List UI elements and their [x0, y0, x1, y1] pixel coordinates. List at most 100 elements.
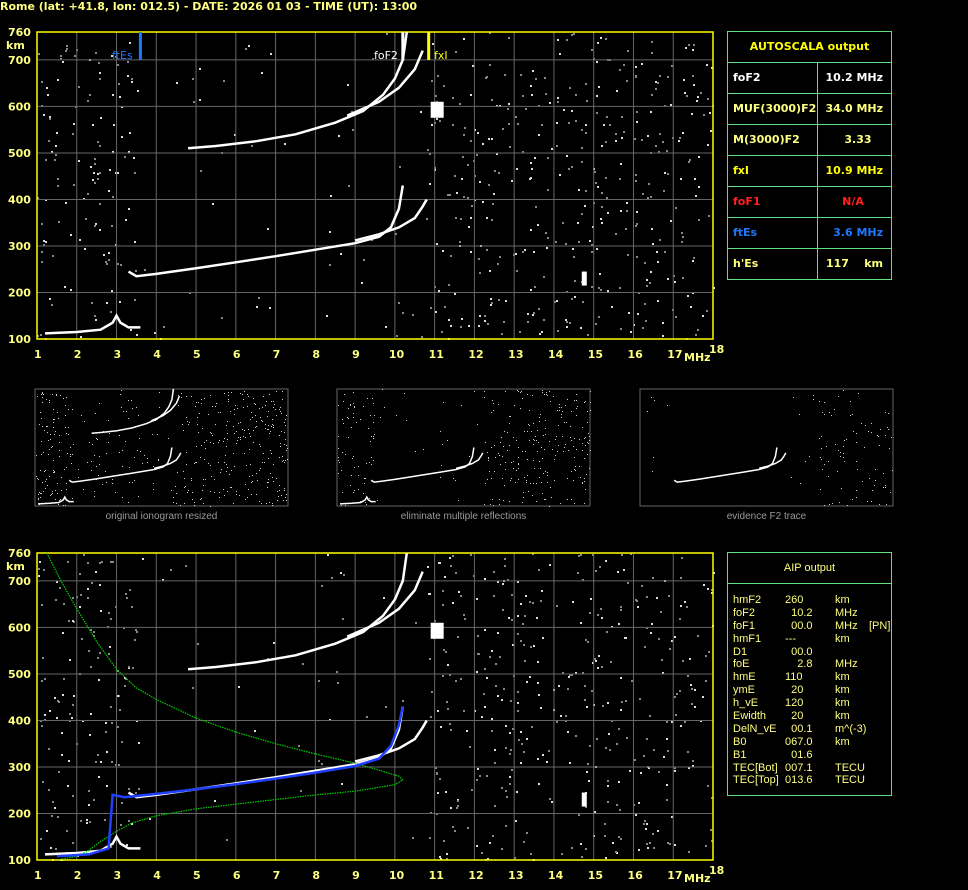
noise-dot — [80, 820, 82, 822]
noise-dot — [867, 501, 868, 502]
noise-dot — [630, 331, 632, 333]
noise-dot — [212, 203, 214, 205]
noise-dot — [200, 457, 201, 458]
noise-dot — [49, 710, 51, 712]
noise-dot — [223, 441, 224, 442]
noise-dot — [689, 658, 691, 660]
noise-dot — [862, 481, 863, 482]
noise-dot — [577, 406, 578, 407]
noise-dot — [587, 334, 589, 336]
noise-dot — [111, 225, 113, 227]
noise-dot — [698, 186, 700, 188]
noise-dot — [272, 503, 273, 504]
noise-dot — [454, 830, 456, 832]
noise-dot — [567, 731, 569, 733]
noise-dot — [590, 450, 591, 451]
noise-dot — [268, 411, 269, 412]
noise-dot — [79, 606, 81, 608]
noise-dot — [459, 241, 461, 243]
noise-dot — [368, 428, 369, 429]
noise-dot — [423, 449, 424, 450]
noise-dot — [618, 623, 620, 625]
y-axis-unit: km — [6, 39, 25, 52]
noise-dot — [687, 751, 689, 753]
noise-dot — [534, 468, 535, 469]
noise-dot — [377, 500, 378, 501]
noise-dot — [578, 241, 580, 243]
noise-dot — [399, 166, 401, 168]
noise-dot — [93, 799, 95, 801]
noise-dot — [348, 437, 349, 438]
noise-dot — [81, 638, 83, 640]
noise-dot — [267, 487, 268, 488]
noise-dot — [119, 709, 121, 711]
noise-dot — [47, 426, 48, 427]
noise-dot — [218, 462, 219, 463]
noise-dot — [646, 627, 648, 629]
noise-dot — [646, 279, 648, 281]
aip-value: 067.0 — [785, 735, 813, 748]
noise-dot — [99, 652, 101, 654]
noise-dot — [711, 797, 713, 799]
noise-dot — [421, 336, 423, 338]
noise-dot — [223, 489, 224, 490]
noise-dot — [552, 449, 553, 450]
noise-dot — [484, 706, 486, 708]
noise-dot — [450, 729, 452, 731]
noise-dot — [467, 827, 469, 829]
noise-dot — [518, 391, 519, 392]
noise-dot — [350, 404, 351, 405]
noise-dot — [538, 442, 539, 443]
noise-dot — [587, 641, 589, 643]
noise-dot — [509, 753, 511, 755]
noise-dot — [666, 738, 668, 740]
noise-dot — [122, 466, 123, 467]
noise-dot — [354, 407, 355, 408]
aip-row: ymE 20 km — [728, 684, 891, 697]
noise-dot — [646, 823, 648, 825]
noise-dot — [40, 493, 41, 494]
noise-dot — [490, 304, 492, 306]
x-tick-label: 8 — [312, 348, 320, 361]
noise-dot — [667, 76, 669, 78]
noise-dot — [650, 196, 652, 198]
noise-dot — [100, 761, 102, 763]
noise-dot — [542, 458, 543, 459]
noise-dot — [499, 656, 501, 658]
noise-dot — [793, 397, 794, 398]
noise-dot — [589, 240, 591, 242]
noise-dot — [843, 453, 844, 454]
noise-dot — [94, 315, 96, 317]
noise-dot — [117, 263, 119, 265]
noise-dot — [65, 427, 66, 428]
noise-dot — [688, 161, 690, 163]
noise-dot — [412, 314, 414, 316]
noise-dot — [41, 394, 42, 395]
noise-dot — [640, 772, 642, 774]
y-tick-label: 760 — [8, 547, 31, 560]
aip-row: Ewidth 20 km — [728, 710, 891, 723]
noise-dot — [858, 393, 859, 394]
noise-dot — [618, 781, 620, 783]
noise-dot — [100, 117, 102, 119]
x-tick-label: 15 — [588, 348, 603, 361]
noise-dot — [501, 848, 503, 850]
noise-dot — [73, 123, 75, 125]
ftEs-marker-label: ftEs — [112, 49, 133, 62]
noise-dot — [347, 417, 348, 418]
noise-dot — [497, 695, 499, 697]
noise-dot — [428, 593, 430, 595]
noise-dot — [58, 221, 60, 223]
noise-dot — [129, 589, 131, 591]
noise-dot — [48, 454, 49, 455]
noise-dot — [277, 500, 278, 501]
noise-dot — [656, 251, 658, 253]
noise-dot — [131, 400, 132, 401]
thumbnail-frame — [34, 388, 289, 507]
noise-dot — [69, 713, 71, 715]
noise-dot — [467, 164, 469, 166]
noise-dot — [569, 762, 571, 764]
noise-dot — [857, 469, 858, 470]
noise-dot — [71, 463, 72, 464]
noise-dot — [621, 701, 623, 703]
